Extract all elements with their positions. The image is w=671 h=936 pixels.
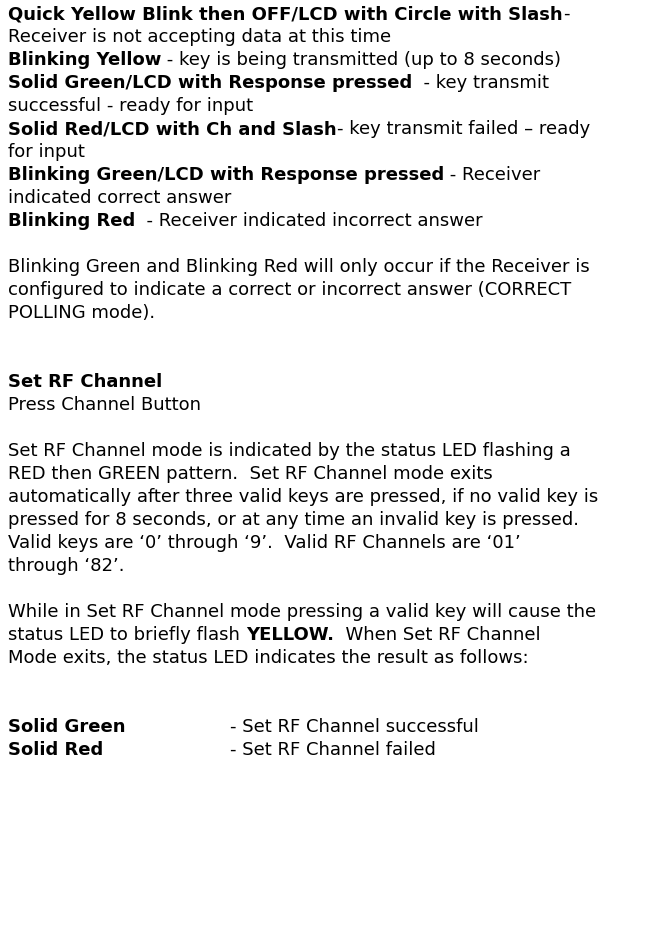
Text: Solid Green: Solid Green <box>8 718 125 736</box>
Text: -: - <box>562 5 569 23</box>
Text: When Set RF Channel: When Set RF Channel <box>333 626 540 644</box>
Text: - key transmit failed – ready: - key transmit failed – ready <box>337 120 590 138</box>
Text: POLLING mode).: POLLING mode). <box>8 304 155 322</box>
Text: Valid keys are ‘0’ through ‘9’.  Valid RF Channels are ‘01’: Valid keys are ‘0’ through ‘9’. Valid RF… <box>8 534 521 552</box>
Text: - Set RF Channel successful: - Set RF Channel successful <box>230 718 479 736</box>
Text: pressed for 8 seconds, or at any time an invalid key is pressed.: pressed for 8 seconds, or at any time an… <box>8 511 579 529</box>
Text: - Receiver indicated incorrect answer: - Receiver indicated incorrect answer <box>136 212 483 230</box>
Text: - Receiver: - Receiver <box>444 166 541 184</box>
Text: - key transmit: - key transmit <box>412 74 550 92</box>
Text: for input: for input <box>8 143 85 161</box>
Text: Blinking Green and Blinking Red will only occur if the Receiver is: Blinking Green and Blinking Red will onl… <box>8 258 590 276</box>
Text: Quick Yellow Blink then OFF/LCD with Circle with Slash: Quick Yellow Blink then OFF/LCD with Cir… <box>8 5 562 23</box>
Text: - key is being transmitted (up to 8 seconds): - key is being transmitted (up to 8 seco… <box>161 51 562 69</box>
Text: Solid Green/LCD with Response pressed: Solid Green/LCD with Response pressed <box>8 74 412 92</box>
Text: RED then GREEN pattern.  Set RF Channel mode exits: RED then GREEN pattern. Set RF Channel m… <box>8 465 493 483</box>
Text: YELLOW.: YELLOW. <box>246 626 333 644</box>
Text: While in Set RF Channel mode pressing a valid key will cause the: While in Set RF Channel mode pressing a … <box>8 603 596 621</box>
Text: Set RF Channel mode is indicated by the status LED flashing a: Set RF Channel mode is indicated by the … <box>8 442 571 460</box>
Text: Solid Red: Solid Red <box>8 741 103 759</box>
Text: Receiver is not accepting data at this time: Receiver is not accepting data at this t… <box>8 28 391 46</box>
Text: Blinking Red: Blinking Red <box>8 212 136 230</box>
Text: Set RF Channel: Set RF Channel <box>8 373 162 391</box>
Text: Blinking Green/LCD with Response pressed: Blinking Green/LCD with Response pressed <box>8 166 444 184</box>
Text: successful - ready for input: successful - ready for input <box>8 97 253 115</box>
Text: Press Channel Button: Press Channel Button <box>8 396 201 414</box>
Text: configured to indicate a correct or incorrect answer (CORRECT: configured to indicate a correct or inco… <box>8 281 571 299</box>
Text: automatically after three valid keys are pressed, if no valid key is: automatically after three valid keys are… <box>8 488 599 506</box>
Text: - Set RF Channel failed: - Set RF Channel failed <box>230 741 436 759</box>
Text: indicated correct answer: indicated correct answer <box>8 189 231 207</box>
Text: status LED to briefly flash: status LED to briefly flash <box>8 626 246 644</box>
Text: Solid Red/LCD with Ch and Slash: Solid Red/LCD with Ch and Slash <box>8 120 337 138</box>
Text: Mode exits, the status LED indicates the result as follows:: Mode exits, the status LED indicates the… <box>8 649 529 667</box>
Text: Blinking Yellow: Blinking Yellow <box>8 51 161 69</box>
Text: through ‘82’.: through ‘82’. <box>8 557 125 575</box>
